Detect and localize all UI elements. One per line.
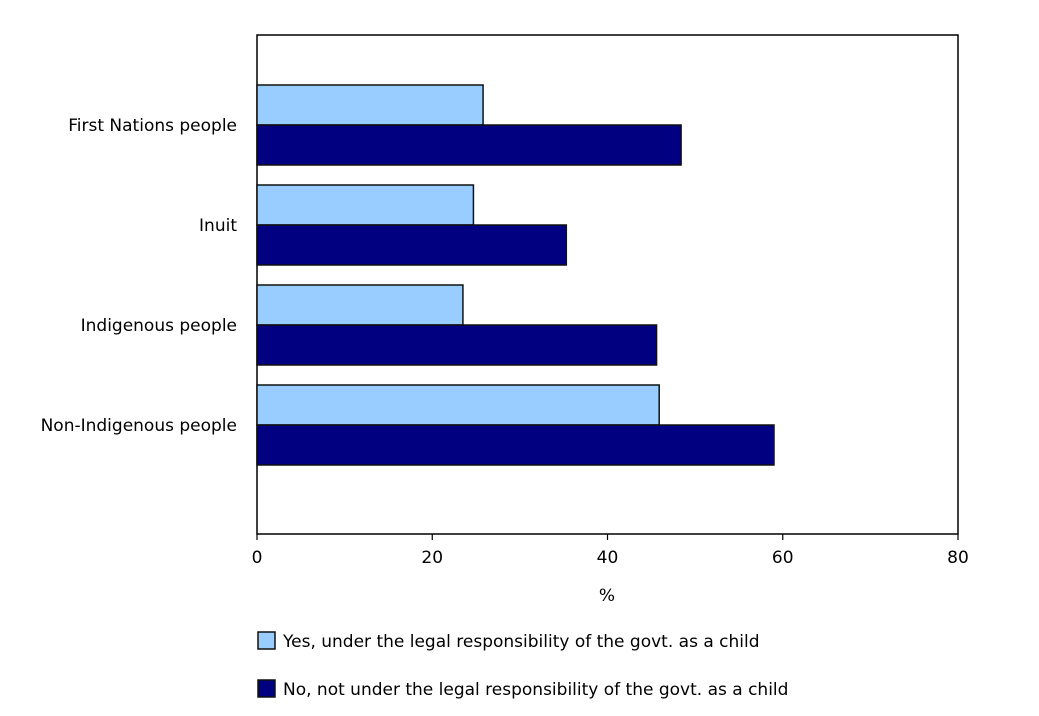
bar-yes <box>256 184 475 226</box>
x-tick-label: 60 <box>772 548 794 568</box>
legend-swatch <box>257 679 276 698</box>
category-label: Indigenous people <box>81 316 237 336</box>
x-axis-label: % <box>599 586 615 606</box>
legend-swatch <box>257 631 276 650</box>
category-label: Inuit <box>199 216 237 236</box>
bar-no <box>256 424 775 466</box>
x-tick-label: 80 <box>947 548 969 568</box>
category-label: First Nations people <box>68 116 237 136</box>
x-tick-label: 0 <box>252 548 263 568</box>
legend-label: No, not under the legal responsibility o… <box>283 680 788 700</box>
legend-label: Yes, under the legal responsibility of t… <box>282 632 760 652</box>
bar-yes <box>256 384 660 426</box>
category-label: Non-Indigenous people <box>41 416 237 436</box>
bar-no <box>256 224 568 266</box>
bar-no <box>256 324 658 366</box>
bar-yes <box>256 284 464 326</box>
bar-no <box>256 124 682 166</box>
x-tick-label: 40 <box>597 548 619 568</box>
bar-yes <box>256 84 484 126</box>
x-tick-label: 20 <box>421 548 443 568</box>
